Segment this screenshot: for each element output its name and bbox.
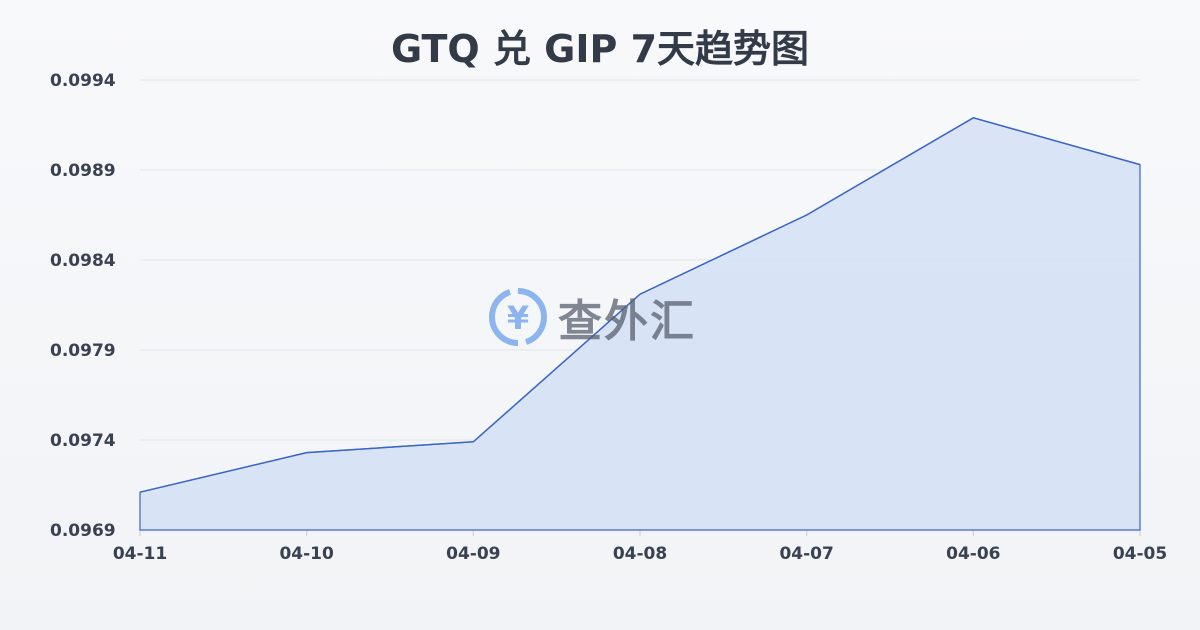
watermark: ¥ 查外汇 [488,285,696,349]
x-tick-label: 04-11 [113,544,167,564]
x-tick-label: 04-06 [946,544,1000,564]
chart-title: GTQ 兑 GIP 7天趋势图 [390,27,810,71]
x-tick-label: 04-08 [613,544,667,564]
data-point [472,441,474,443]
x-tick-label: 04-07 [779,544,833,564]
svg-text:¥: ¥ [507,299,529,337]
yen-exchange-icon: ¥ [488,288,548,346]
watermark-text: 查外汇 [558,296,696,347]
y-tick-label: 0.0979 [50,341,116,361]
y-tick-label: 0.0969 [50,521,116,541]
data-point [806,214,808,216]
data-point [139,491,141,493]
y-tick-label: 0.0984 [50,251,116,271]
x-tick-label: 04-05 [1113,544,1167,564]
y-tick-label: 0.0974 [50,431,116,451]
x-tick-label: 04-10 [279,544,334,564]
data-point [639,293,641,295]
data-point [306,452,308,454]
y-tick-label: 0.0989 [50,161,116,181]
x-tick-label: 04-09 [446,544,500,564]
data-point [972,117,974,119]
y-tick-label: 0.0994 [50,71,116,91]
data-point [1139,164,1141,166]
